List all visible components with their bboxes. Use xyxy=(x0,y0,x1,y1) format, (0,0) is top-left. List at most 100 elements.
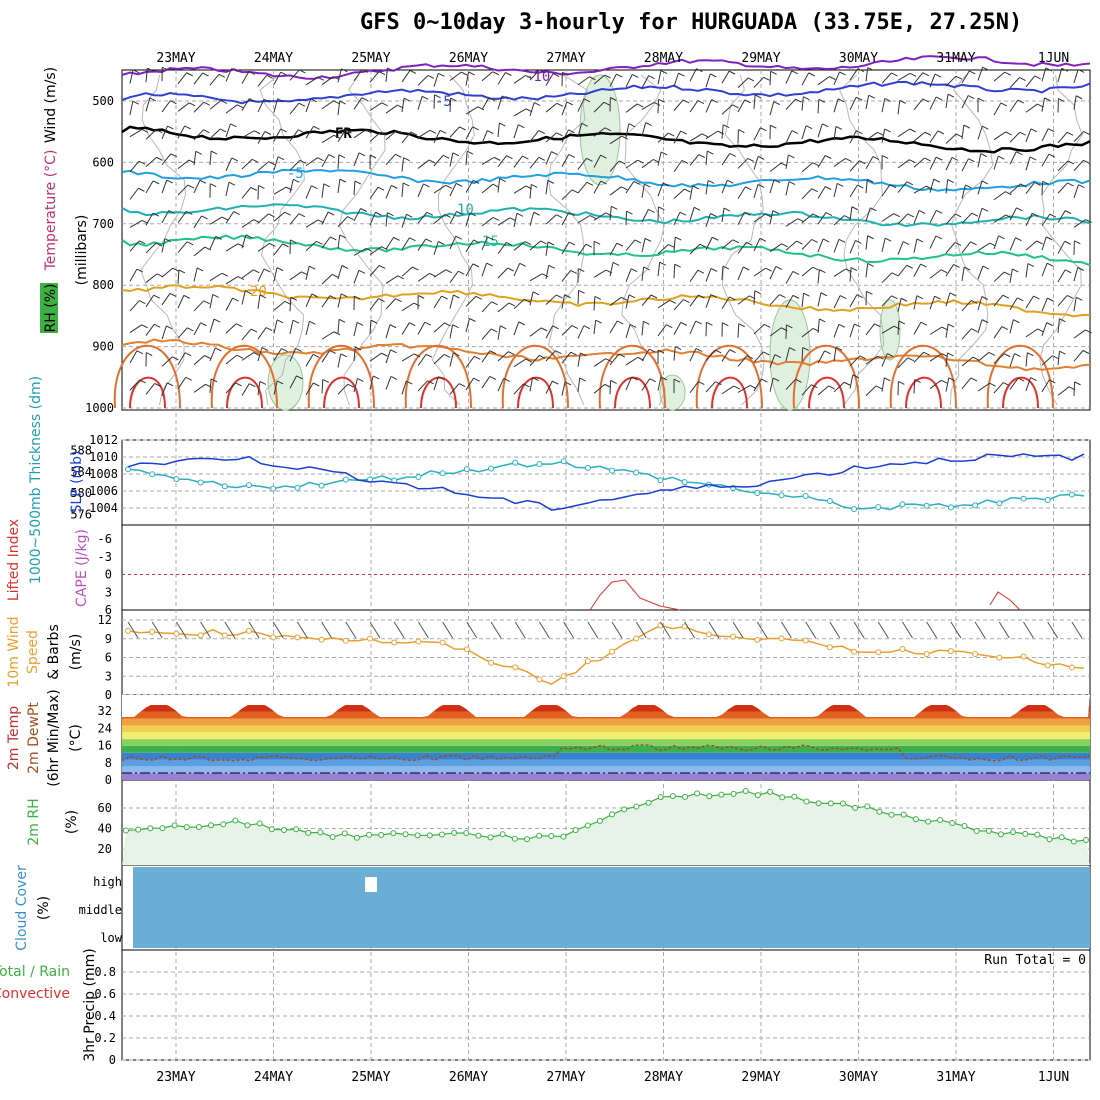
wind-barb xyxy=(1073,329,1086,339)
wind-barb-flag xyxy=(698,294,705,299)
wind-barb xyxy=(993,71,1006,82)
wind-barb xyxy=(625,123,630,138)
date-label-bottom: 28MAY xyxy=(644,1070,683,1085)
wind-barb-flag xyxy=(747,157,755,162)
wind-barb-flag xyxy=(648,208,655,213)
wind-barb-flag xyxy=(327,211,335,216)
rh-point xyxy=(329,834,336,841)
wind-barb xyxy=(945,292,951,307)
rh-area xyxy=(122,790,1090,865)
wind-barb xyxy=(929,295,936,310)
wind-barb-flag xyxy=(487,130,494,135)
rh-point xyxy=(147,825,154,832)
pressure-tick-label: 1000 xyxy=(85,401,114,415)
ylabel-cloud-unit: (%) xyxy=(36,896,52,920)
wind-barb-flag xyxy=(1017,297,1024,302)
date-label-bottom: 1JUN xyxy=(1038,1070,1069,1085)
wind-barb xyxy=(833,295,841,309)
wind-barb xyxy=(721,179,728,194)
wind-barb xyxy=(609,206,612,221)
wind-barb-flag xyxy=(253,130,261,135)
wind-barb xyxy=(273,186,287,195)
wind-barb-flag xyxy=(773,101,781,106)
wind-barb-flag xyxy=(231,157,238,162)
rh-point xyxy=(378,832,385,839)
wind-barb-flag xyxy=(370,319,378,324)
rh-tick-label: 20 xyxy=(98,842,112,856)
wind-barb-flag xyxy=(1067,294,1074,299)
ylabel-rh-unit: (%) xyxy=(64,810,80,834)
wind-barb xyxy=(913,238,918,253)
wind-barb-flag xyxy=(805,125,813,130)
wind-barb xyxy=(305,185,312,199)
wind-barb-flag xyxy=(353,295,361,300)
wind-barb-10m xyxy=(175,621,187,639)
wind-barb-flag xyxy=(909,159,916,164)
wind-barb xyxy=(353,129,366,139)
wind-barb xyxy=(769,71,772,86)
wind-barb xyxy=(177,125,186,139)
thickness-line-point xyxy=(488,465,495,472)
wind-barb xyxy=(273,71,282,85)
wind-barb-flag xyxy=(556,294,563,299)
wind-barb-flag xyxy=(292,319,300,324)
wind-barb-flag xyxy=(564,381,572,386)
wind-barb xyxy=(513,298,525,310)
wind-barb xyxy=(305,126,314,139)
wind-barb xyxy=(273,301,286,311)
wind-barb-flag xyxy=(141,129,149,133)
thickness-line-point xyxy=(802,492,809,499)
wind-barb-flag xyxy=(682,99,690,104)
wind-barb xyxy=(241,71,250,84)
wind-barb xyxy=(1041,213,1051,227)
wind-barb xyxy=(369,246,382,256)
wind-barb xyxy=(129,220,143,228)
wind-barb-flag xyxy=(722,322,729,327)
wind-barb xyxy=(513,358,527,368)
wind-barb-flag xyxy=(1083,159,1090,164)
wind-barb-flag xyxy=(1059,350,1066,355)
wind-barb xyxy=(561,154,570,167)
thickness-line-point xyxy=(246,482,253,489)
wind-barb-flag xyxy=(855,240,862,244)
wind-barb-flag xyxy=(600,180,607,185)
lifted-tick-label: -3 xyxy=(98,550,112,564)
wind-barb-flag xyxy=(268,161,275,166)
wind-barb-flag xyxy=(204,246,212,251)
wind-barb-flag xyxy=(372,375,380,380)
rh-contour-line xyxy=(431,74,475,406)
wind-barb xyxy=(833,268,847,277)
wind-barb xyxy=(721,208,725,223)
wind-barb xyxy=(369,375,374,390)
rh-point xyxy=(487,834,494,841)
wind-barb-10m xyxy=(127,621,139,639)
rh-point xyxy=(560,833,567,840)
wind-barb-flag xyxy=(579,377,586,382)
wind-barb-flag xyxy=(568,241,576,246)
wind-barb-10m xyxy=(151,621,163,639)
wind-barb-flag xyxy=(819,318,826,323)
wind-barb-flag xyxy=(909,72,917,77)
wind-barb xyxy=(865,323,875,336)
wind-barb-flag xyxy=(390,349,397,354)
wind-barb-flag xyxy=(555,350,562,355)
wind-barb xyxy=(433,354,445,365)
wind-barb-flag xyxy=(636,103,644,108)
thickness-line-point xyxy=(633,469,640,476)
wind-barb xyxy=(593,127,606,137)
wind-barb xyxy=(721,296,730,310)
wind-barb-flag xyxy=(313,125,320,130)
wind-barb-flag xyxy=(583,98,591,103)
wind-barb-flag xyxy=(1047,128,1055,133)
wind-barb xyxy=(881,128,886,143)
wind-barb-flag xyxy=(604,383,611,388)
wind-barb-flag xyxy=(466,150,474,155)
wind-barb-flag xyxy=(333,100,340,105)
rh-point xyxy=(195,824,202,831)
wind-barb xyxy=(209,74,220,86)
rh-point xyxy=(815,800,822,807)
wind-barb-flag xyxy=(339,178,347,183)
wind-barb-flag xyxy=(835,126,843,130)
wind-barb xyxy=(625,239,636,252)
wind-barb-flag xyxy=(1005,214,1013,219)
